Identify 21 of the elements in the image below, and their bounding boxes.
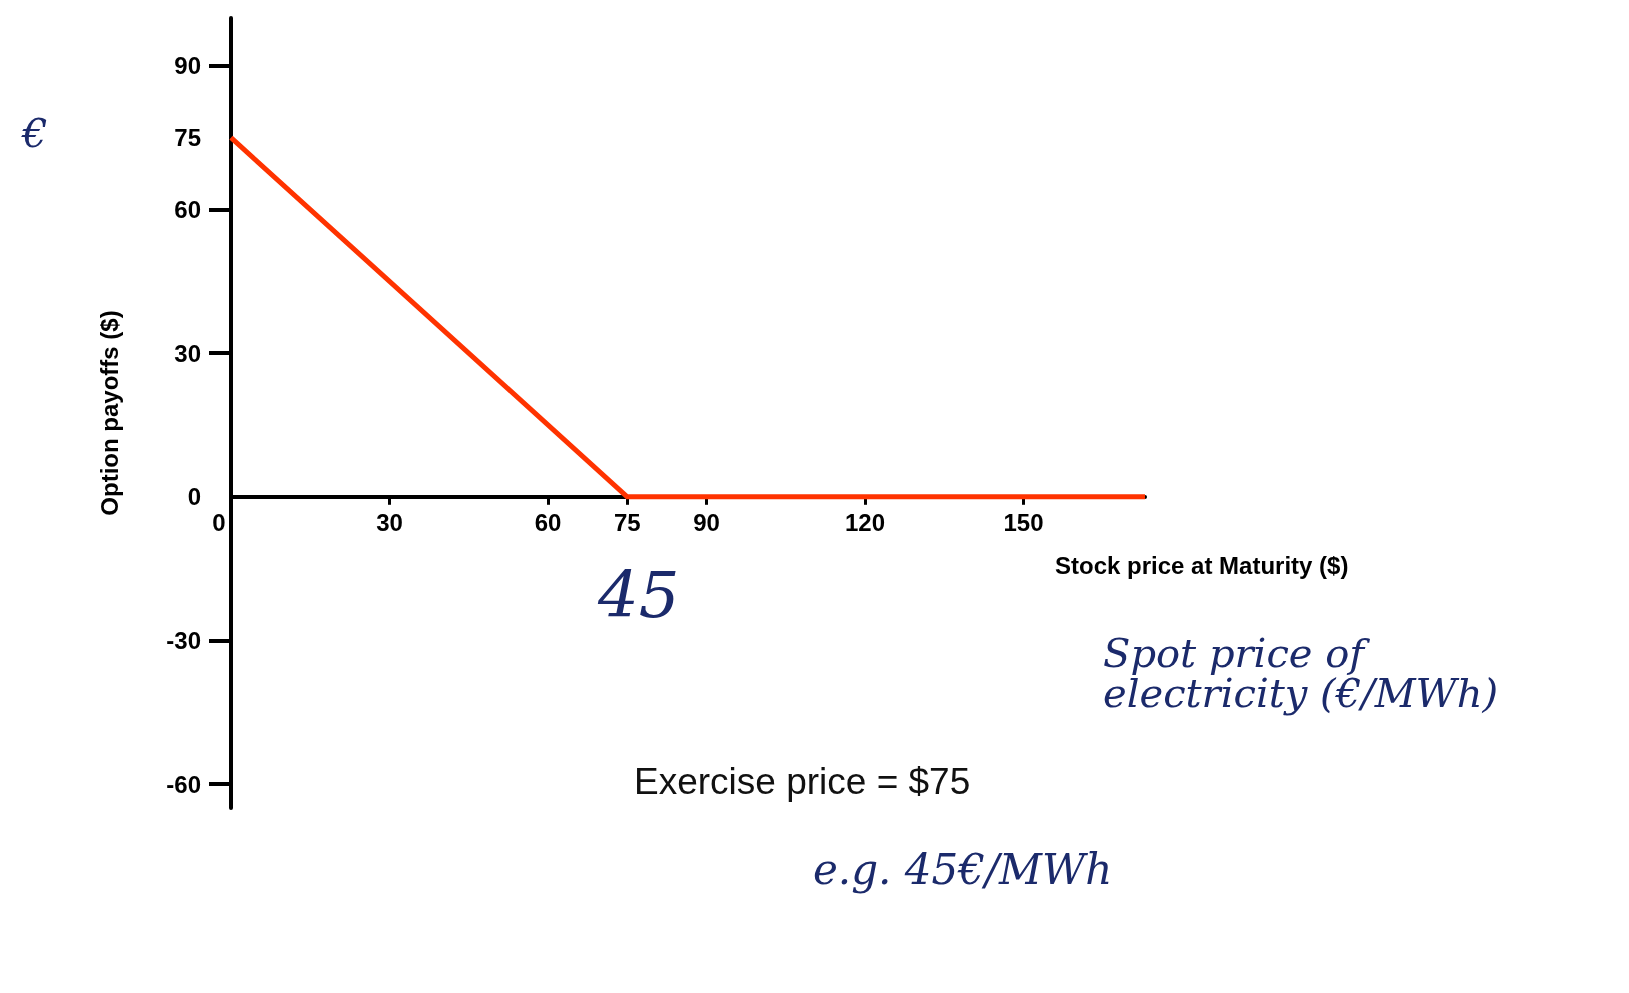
y-tick-label: 90 bbox=[174, 52, 201, 80]
y-tick-label: 0 bbox=[187, 483, 201, 511]
y-tick-label: 60 bbox=[174, 196, 201, 224]
x-tick-label: 30 bbox=[376, 509, 403, 537]
y-tick-label: 30 bbox=[174, 339, 201, 367]
y-tick-label: 75 bbox=[174, 124, 201, 152]
x-tick-label: 90 bbox=[693, 509, 720, 537]
annotation: Spot price of electricity (€/MWh) bbox=[1103, 630, 1499, 716]
text: e.g. 45€/MWh bbox=[813, 844, 1113, 894]
y-tick-label: -60 bbox=[166, 770, 201, 798]
x-tick-label: 75 bbox=[613, 509, 641, 537]
x-axis-title: Stock price at Maturity ($) bbox=[1055, 552, 1349, 580]
annotation: Exercise price = $75 bbox=[634, 761, 971, 802]
y-axis-title: Option payoffs ($) bbox=[95, 310, 123, 516]
x-tick-label: 0 bbox=[212, 509, 226, 537]
y-tick-label: -30 bbox=[166, 626, 201, 654]
x-tick-label: 60 bbox=[534, 509, 562, 537]
annotation: 45 bbox=[597, 558, 680, 632]
x-tick-label: 150 bbox=[1003, 509, 1044, 537]
x-tick-label: 120 bbox=[844, 509, 886, 537]
text: € bbox=[21, 110, 48, 156]
